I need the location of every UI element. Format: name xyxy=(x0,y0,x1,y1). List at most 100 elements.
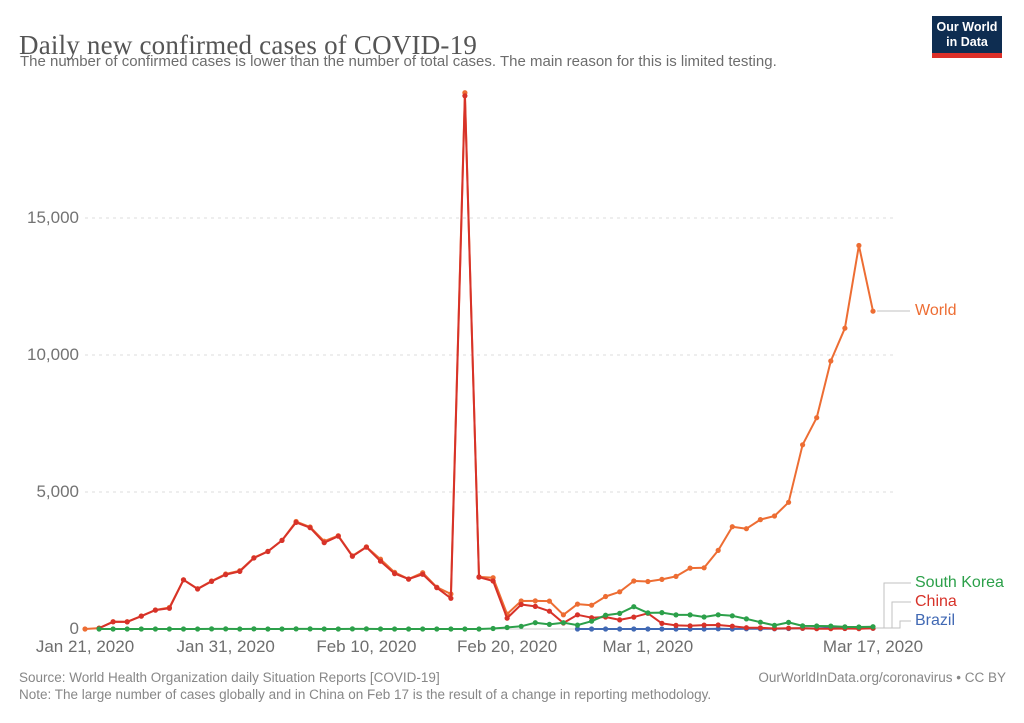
china-point xyxy=(124,619,130,625)
south-korea-point xyxy=(729,613,735,619)
china-point xyxy=(279,537,285,544)
china-point xyxy=(166,605,172,611)
china-point xyxy=(462,93,468,99)
legend-label-china[interactable]: China xyxy=(915,593,957,610)
legend-label-brazil[interactable]: Brazil xyxy=(915,612,956,629)
south-korea-point xyxy=(842,624,848,630)
south-korea-point xyxy=(743,616,750,622)
china-point xyxy=(757,625,764,631)
china-point xyxy=(434,585,440,591)
brazil-point xyxy=(645,626,651,632)
world-point xyxy=(715,547,721,554)
china-point xyxy=(729,623,735,629)
world-point xyxy=(603,593,609,600)
south-korea-point xyxy=(195,626,201,632)
china-point xyxy=(617,617,623,623)
world-point xyxy=(856,242,862,249)
south-korea-point xyxy=(560,620,567,626)
owid-logo: Our World in Data xyxy=(932,16,1002,58)
south-korea-point xyxy=(335,626,341,632)
south-korea-point xyxy=(687,612,693,618)
china-point xyxy=(743,625,750,631)
china-point xyxy=(490,578,496,584)
legend-label-south-korea[interactable]: South Korea xyxy=(915,574,1004,591)
china-point xyxy=(574,612,581,618)
world-point xyxy=(729,524,735,530)
world-point xyxy=(814,415,820,421)
x-tick-label-0: Jan 21, 2020 xyxy=(35,637,135,656)
chart-subtitle: The number of confirmed cases is lower t… xyxy=(20,53,777,70)
china-point xyxy=(321,540,327,546)
brazil-point xyxy=(659,626,665,632)
china-point xyxy=(504,615,510,621)
world-point xyxy=(786,499,792,505)
brazil-point xyxy=(617,626,623,632)
china-point xyxy=(392,571,398,577)
south-korea-point xyxy=(138,626,144,632)
south-korea-point xyxy=(856,624,862,630)
china-point xyxy=(420,571,426,577)
south-korea-point xyxy=(209,626,215,632)
x-tick-label-1: Jan 31, 2020 xyxy=(176,637,275,656)
south-korea-point xyxy=(152,626,158,632)
south-korea-point xyxy=(279,626,285,632)
south-korea-point xyxy=(673,612,679,618)
south-korea-point xyxy=(223,626,229,632)
south-korea-point xyxy=(715,612,721,618)
china-point xyxy=(476,574,482,580)
legend-label-world[interactable]: World xyxy=(915,302,957,319)
south-korea-point xyxy=(504,624,510,631)
china-line xyxy=(98,94,874,630)
china-point xyxy=(335,533,341,539)
south-korea-point xyxy=(828,623,834,629)
y-tick-label-10000: 10,000 xyxy=(27,345,79,364)
south-korea-point xyxy=(462,626,468,632)
south-korea-point xyxy=(237,626,243,632)
south-korea-point xyxy=(293,626,299,632)
china-point xyxy=(786,625,792,631)
owid-link[interactable]: OurWorldInData.org/coronavirus • CC BY xyxy=(758,670,1006,685)
china-point xyxy=(363,544,369,550)
south-korea-point xyxy=(617,610,623,617)
south-korea-point xyxy=(392,626,398,632)
south-korea-point xyxy=(420,626,426,632)
china-point xyxy=(223,572,229,578)
china-point xyxy=(293,519,299,526)
china-point xyxy=(237,568,243,575)
world-point xyxy=(842,325,848,331)
page-title: Daily new confirmed cases of COVID-19 xyxy=(19,30,478,61)
china-point xyxy=(110,619,116,625)
south-korea-point xyxy=(307,626,313,632)
south-korea-line xyxy=(98,605,874,630)
world-point xyxy=(771,513,778,519)
china-point xyxy=(265,548,271,555)
legend-connector-brazil xyxy=(876,620,911,629)
china-point xyxy=(180,577,187,583)
china-point xyxy=(195,586,201,592)
south-korea-point xyxy=(631,604,637,610)
world-point xyxy=(870,308,876,314)
legend-connector-china xyxy=(876,601,911,629)
source-text: Source: World Health Organization daily … xyxy=(19,670,440,685)
y-tick-label-15000: 15,000 xyxy=(27,208,79,227)
south-korea-point xyxy=(96,626,102,632)
south-korea-point xyxy=(265,626,271,632)
south-korea-point xyxy=(448,626,454,632)
china-point xyxy=(715,622,721,628)
china-point xyxy=(349,553,355,559)
world-point xyxy=(631,578,637,584)
south-korea-point xyxy=(406,626,412,632)
world-point xyxy=(673,573,679,580)
china-point xyxy=(631,614,637,620)
world-point xyxy=(574,601,581,607)
china-point xyxy=(307,525,313,531)
south-korea-point xyxy=(518,623,524,629)
world-point xyxy=(800,442,806,448)
south-korea-point xyxy=(800,623,806,629)
south-korea-point xyxy=(377,626,384,632)
y-tick-label-0: 0 xyxy=(69,619,79,638)
south-korea-point xyxy=(532,620,538,626)
brazil-point xyxy=(574,626,581,632)
world-point xyxy=(659,576,665,583)
